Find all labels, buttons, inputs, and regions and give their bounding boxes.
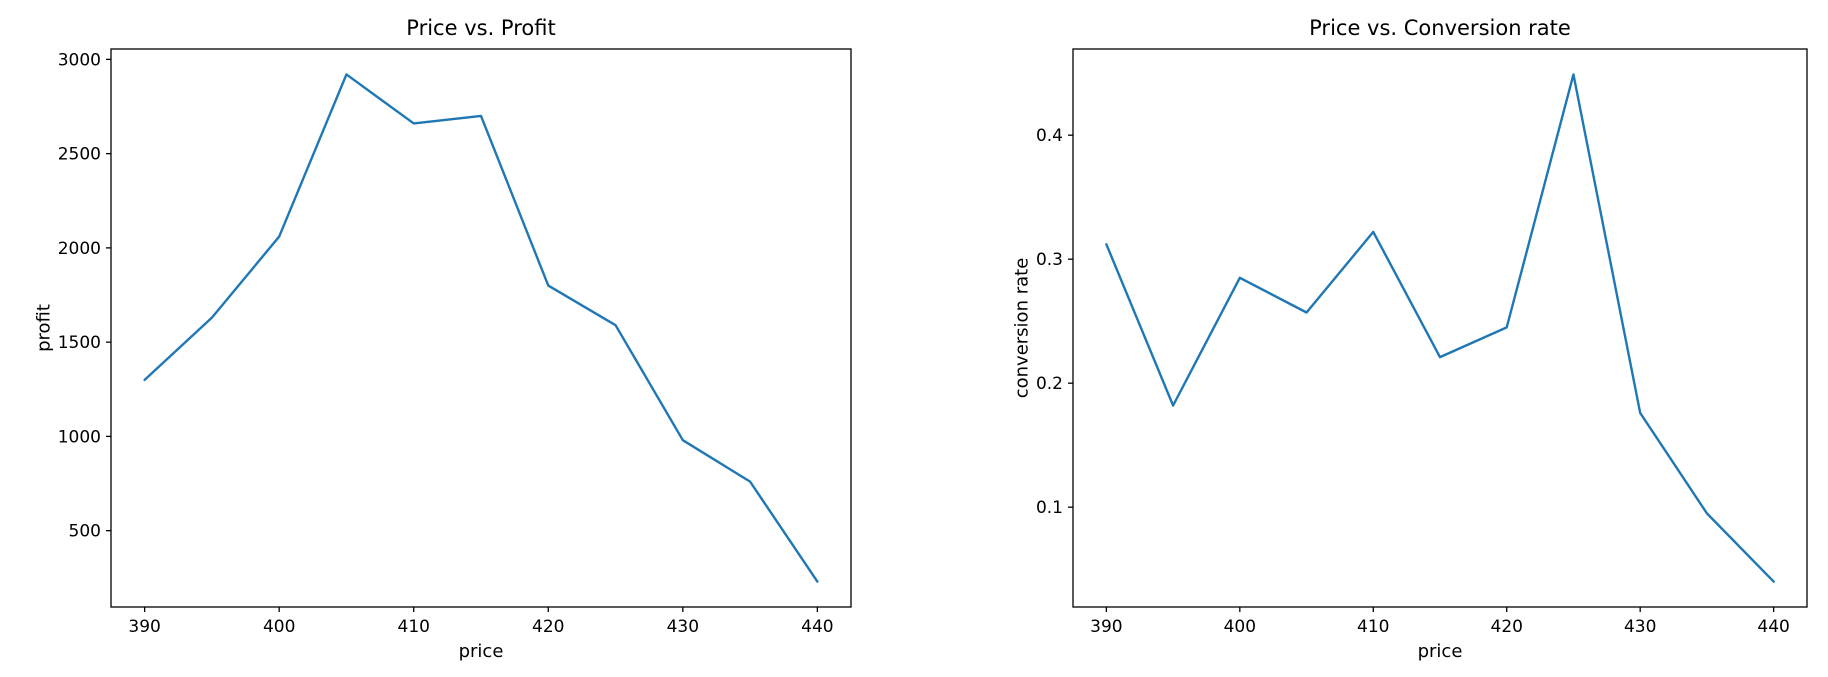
y-tick-label: 0.4 [1036, 126, 1063, 146]
x-tick-label: 390 [1090, 617, 1122, 637]
y-tick-label: 2500 [58, 145, 101, 165]
y-tick-label: 3000 [58, 50, 101, 70]
chart-title: Price vs. Profit [406, 16, 556, 40]
x-tick-label: 410 [1357, 617, 1389, 637]
y-tick-label: 1500 [58, 333, 101, 353]
profit-plot-area: 390 400 410 420 430 440 500 1000 1500 2000 2500 300… [58, 48, 852, 637]
x-tick-label: 430 [1624, 617, 1656, 637]
x-tick-label: 440 [1757, 617, 1789, 637]
x-axis-label: price [458, 641, 504, 662]
axes-spines [110, 48, 852, 608]
axes-spines [1072, 48, 1808, 608]
data-line [143, 73, 819, 583]
y-tick-label: 0.2 [1036, 374, 1063, 394]
x-axis-label: price [1417, 641, 1463, 662]
x-tick-label: 420 [532, 617, 564, 637]
x-tick-label: 440 [801, 617, 833, 637]
y-tick-label: 0.3 [1036, 250, 1063, 270]
x-tick-label: 390 [128, 617, 160, 637]
chart-price-vs-conversion-rate: Price vs. Conversion rate conversion rat… [914, 0, 1828, 677]
x-tick-label: 420 [1491, 617, 1523, 637]
y-tick-label: 500 [69, 522, 101, 542]
data-line [1105, 73, 1775, 583]
x-tick-label: 410 [398, 617, 430, 637]
chart-title: Price vs. Conversion rate [1309, 16, 1571, 40]
chart-price-vs-profit: Price vs. Profit profit price 390 400 410 4… [34, 16, 852, 662]
x-tick-label: 400 [1224, 617, 1256, 637]
x-tick-label: 430 [667, 617, 699, 637]
conversion-rate-plot-area: 390 400 410 420 430 440 0.1 0.2 0.3 0.4 [1036, 48, 1808, 637]
y-tick-label: 0.1 [1036, 498, 1063, 518]
y-tick-label: 1000 [58, 427, 101, 447]
x-tick-label: 400 [263, 617, 295, 637]
y-tick-label: 2000 [58, 239, 101, 259]
